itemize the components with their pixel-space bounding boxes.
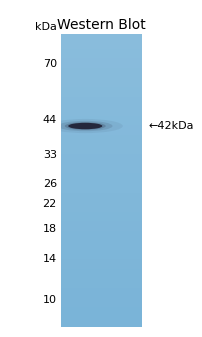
Ellipse shape xyxy=(64,122,105,130)
Ellipse shape xyxy=(68,123,102,129)
Text: 14: 14 xyxy=(42,254,57,264)
Ellipse shape xyxy=(58,121,112,131)
Text: 70: 70 xyxy=(42,59,57,69)
Ellipse shape xyxy=(47,119,122,133)
Text: 22: 22 xyxy=(42,200,57,209)
Text: 10: 10 xyxy=(43,295,57,305)
Text: 44: 44 xyxy=(42,115,57,125)
Text: 26: 26 xyxy=(42,179,57,189)
Text: 18: 18 xyxy=(42,224,57,234)
Text: 33: 33 xyxy=(43,150,57,160)
Text: kDa: kDa xyxy=(35,22,57,32)
Text: Western Blot: Western Blot xyxy=(57,18,145,32)
Text: ←42kDa: ←42kDa xyxy=(147,121,193,131)
